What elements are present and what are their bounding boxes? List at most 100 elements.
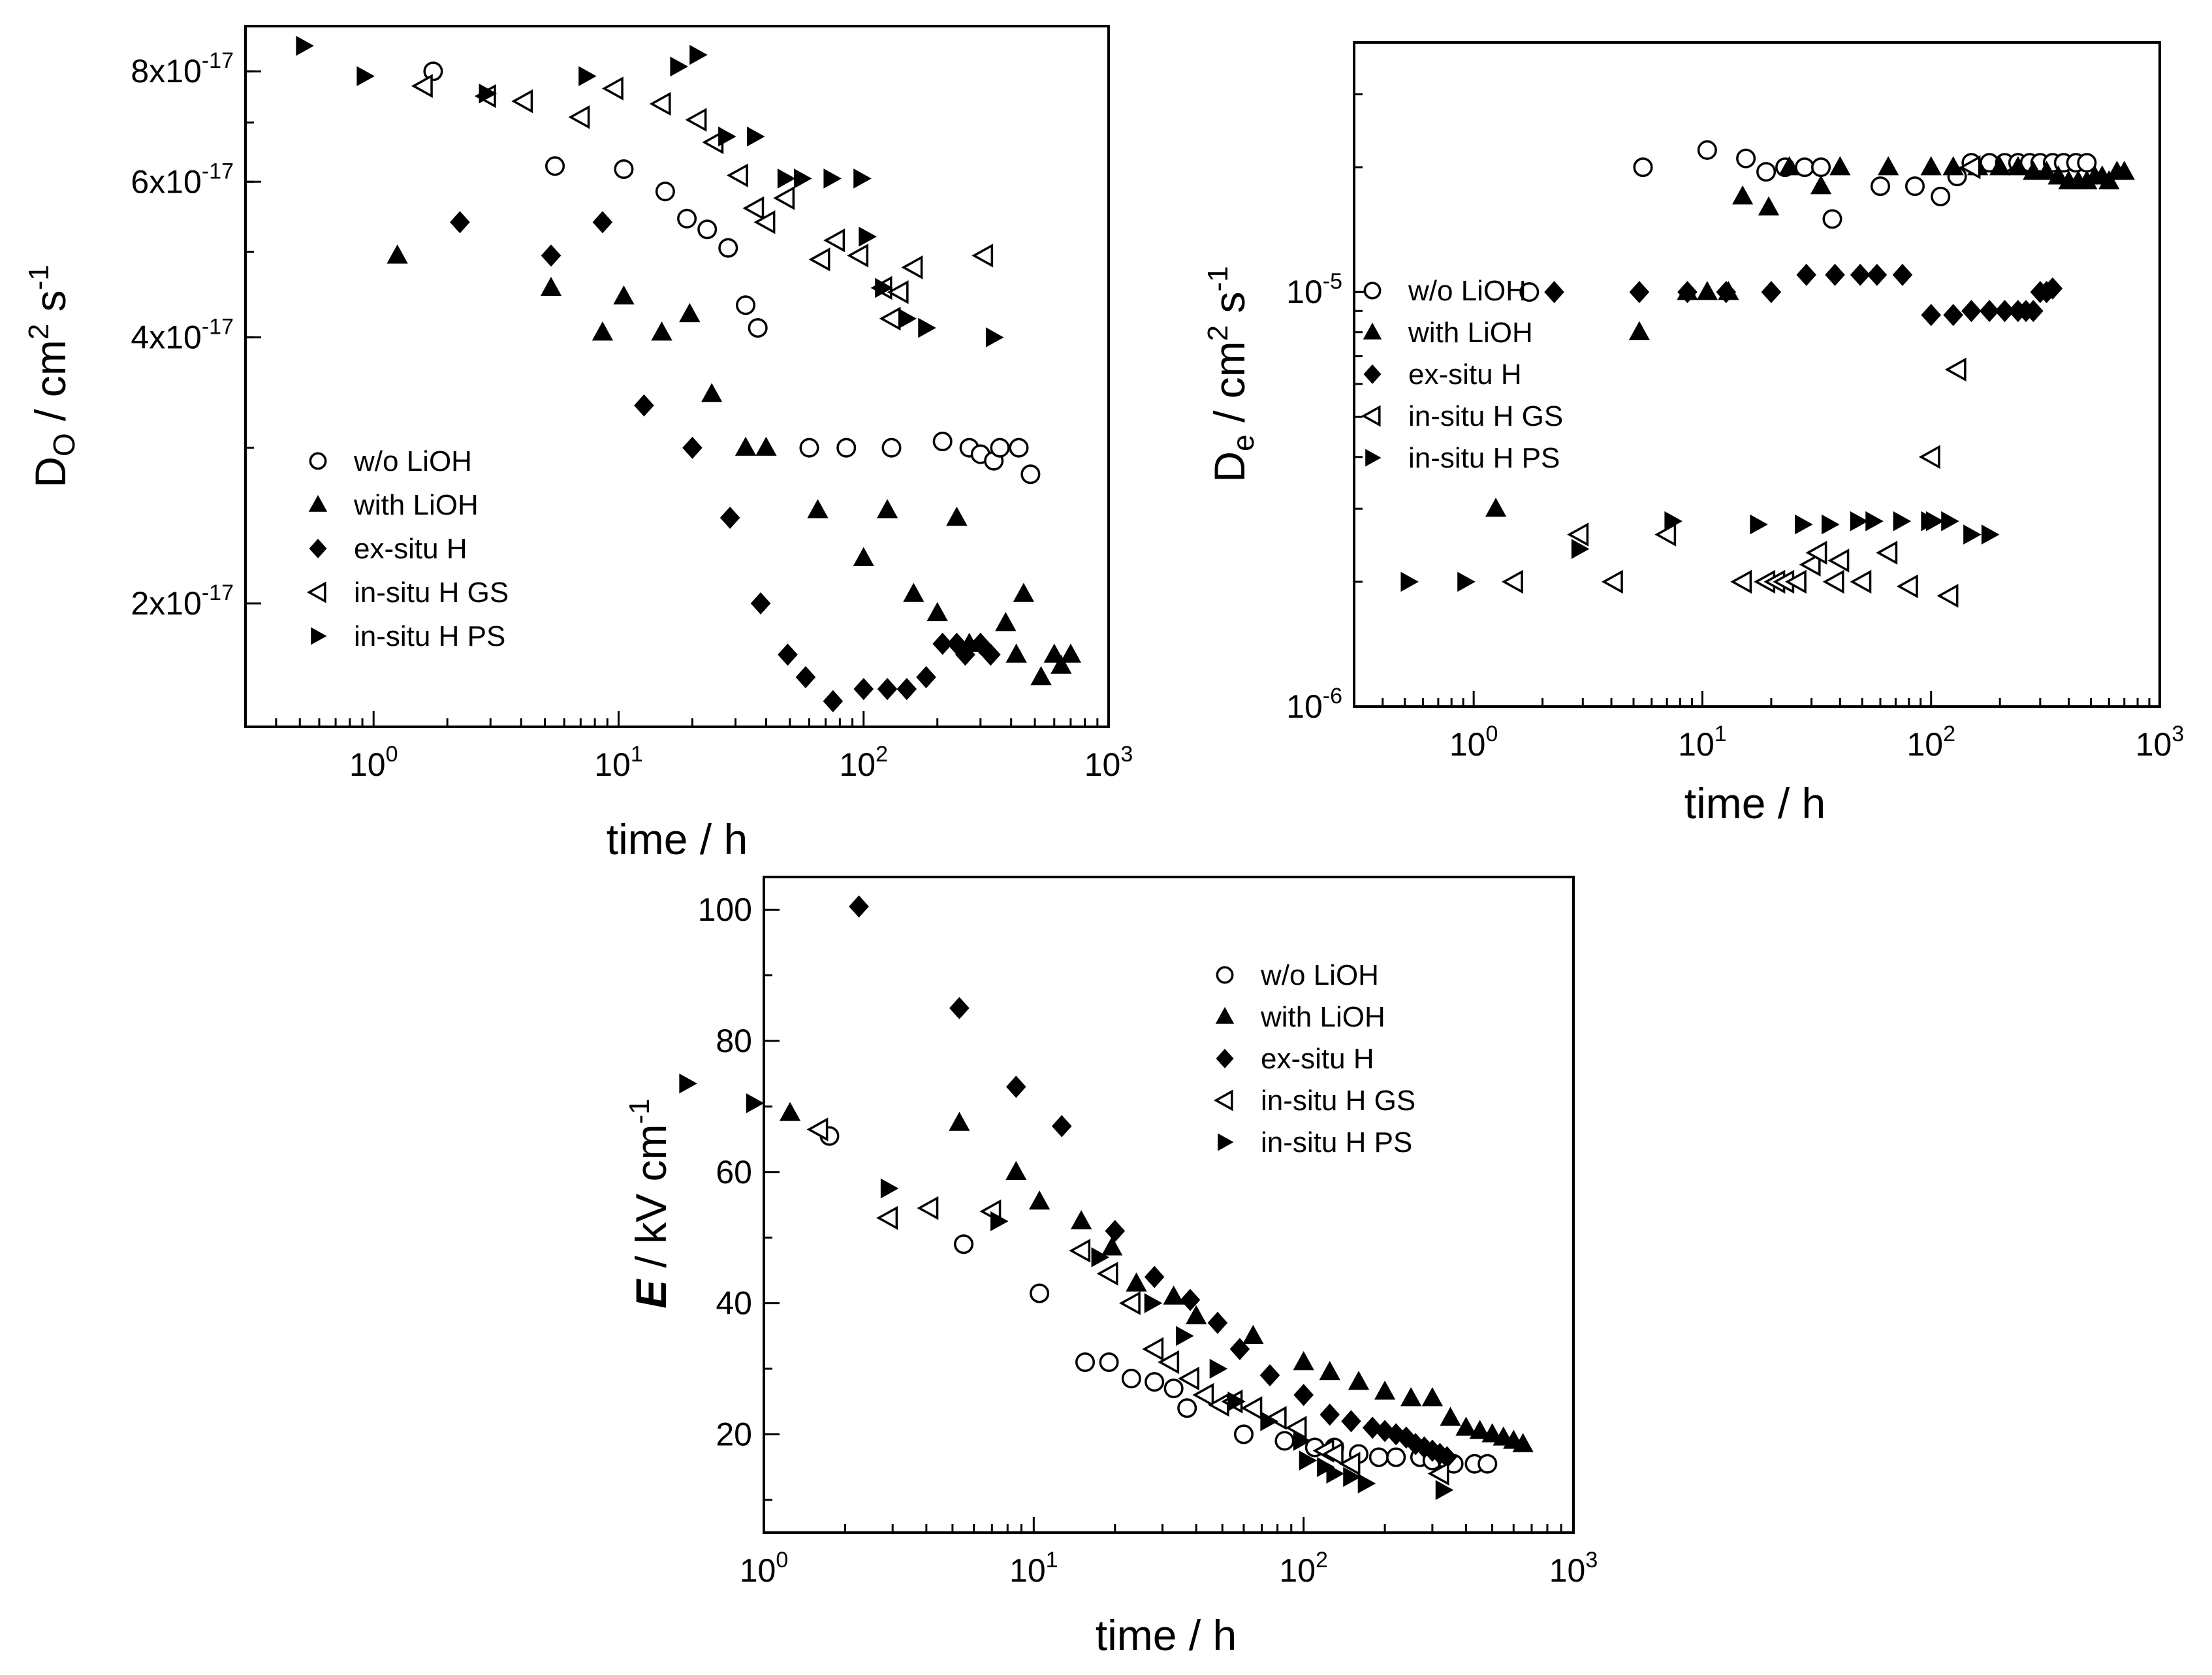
legend-marker [1363,323,1382,340]
legend-label: w/o LiOH [1408,275,1526,307]
data-point [1121,1369,1141,1389]
data-point [1796,263,1817,286]
data-point [823,168,842,189]
data-point [1544,281,1564,304]
data-point [880,1178,899,1199]
data-point [578,66,597,86]
y-tick-label: 4x10-17 [131,315,234,356]
data-point [1633,157,1653,178]
legend-label: w/o LiOH [1260,959,1379,991]
data-point [1427,1461,1449,1486]
data-point [1319,1403,1340,1426]
data-point [1730,569,1752,594]
data-point [719,506,740,529]
data-point [1422,1439,1443,1462]
data-point [1096,1262,1118,1286]
data-point [853,547,874,567]
data-point [1455,1416,1477,1436]
data-point [875,278,893,298]
legend-marker [1215,1007,1235,1024]
data-point [1207,1311,1228,1334]
x-tick-label: 102 [1906,722,1955,763]
data-point [1822,209,1842,229]
legend-marker [309,452,327,470]
data-point [2036,161,2057,180]
data-point [1778,156,1800,176]
data-point [2007,156,2029,176]
data-point [1696,281,1718,300]
y-axis-label: DO / cm2 s-1 [23,264,81,487]
data-point [1850,511,1869,532]
data-point [634,394,654,417]
y-tick-label: 20 [716,1416,752,1452]
data-point [859,227,877,247]
data-point [735,436,757,456]
legend-marker [309,539,327,558]
y-tick-label: 80 [716,1023,752,1059]
data-point [794,168,812,189]
data-point [592,211,613,234]
data-point [736,295,756,315]
data-point [689,44,708,65]
x-tick-label: 101 [1009,1548,1058,1589]
data-point [1020,464,1041,485]
data-point [1512,1433,1534,1452]
data-point [955,643,975,666]
data-point [423,61,443,82]
data-point [990,1211,1009,1232]
data-point [1293,1384,1314,1407]
data-point [1628,321,1651,340]
data-point [1229,1337,1250,1360]
data-point [1485,498,1507,517]
x-tick-label: 103 [1549,1548,1598,1589]
data-point [1921,304,1942,327]
x-axis-label: time / h [607,815,748,863]
data-point [1338,1452,1361,1476]
data-point [847,244,869,268]
data-point [614,159,634,180]
data-point [2023,300,2044,323]
data-point [1144,1266,1165,1288]
y-axis-label: De / cm2 s-1 [1202,266,1260,482]
data-point [1177,1398,1197,1418]
data-point [823,690,844,712]
legend-marker [1213,1089,1233,1111]
data-point [1867,263,1888,286]
data-point [1795,514,1813,535]
data-point [1163,1379,1184,1399]
data-point [742,196,765,221]
legend-label: ex-situ H [354,533,467,565]
data-point [918,317,936,338]
data-point [881,438,902,458]
y-tick-label: 10-5 [1286,269,1342,310]
data-point [1299,1450,1318,1471]
y-tick-label: 100 [698,891,752,928]
data-point [1386,1447,1406,1467]
series-w-o-lioh [423,61,1041,485]
data-point [1414,1436,1434,1459]
data-point [1963,524,1982,545]
data-point [1870,176,1891,197]
y-tick-label: 60 [716,1154,752,1190]
data-point [1400,1387,1422,1407]
data-point [1850,263,1871,286]
data-point [1457,571,1476,592]
data-point [718,238,738,258]
data-point [1009,438,1029,458]
data-point [807,499,829,518]
data-point [823,228,845,253]
legend-marker [1216,966,1234,984]
data-point [981,643,1001,666]
data-point [1180,1288,1201,1311]
data-point [916,666,936,689]
series-with-lioh [779,1102,1534,1452]
data-point [1260,1411,1278,1431]
data-point [1822,514,1840,535]
data-point [2113,161,2135,180]
data-point [1892,263,1913,286]
data-point [1756,162,1777,182]
data-point [296,35,314,56]
legend-label: in-situ H PS [1261,1126,1412,1158]
series-ex-situ-h [849,895,1457,1469]
